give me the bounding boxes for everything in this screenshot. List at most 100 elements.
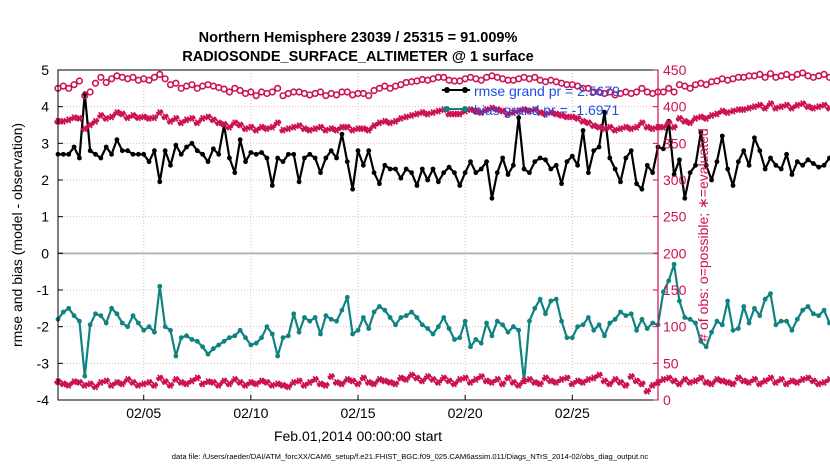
evaluated_bias-point (204, 378, 212, 386)
rmse-point (291, 151, 297, 157)
evaluated-point (568, 113, 576, 121)
evaluated-point (632, 123, 641, 131)
possible-point (686, 84, 694, 92)
evaluated-point (691, 114, 700, 122)
evaluated_bias-point (702, 378, 710, 386)
possible-point (91, 79, 100, 87)
rmse-point (607, 155, 613, 161)
evaluated_bias-point (488, 378, 496, 386)
possible-point (145, 76, 153, 84)
rmse-point (650, 170, 656, 176)
possible-point (107, 75, 116, 83)
bias-point (103, 320, 109, 326)
evaluated_bias-point (649, 381, 657, 389)
x-tick-label: 02/05 (126, 405, 161, 421)
bias-point (253, 340, 259, 346)
bias-point (494, 318, 500, 324)
bias-point (677, 298, 682, 304)
evaluated-point (338, 123, 346, 131)
rmse-point (152, 148, 157, 154)
y-tick-label-right: 450 (663, 62, 687, 78)
possible-point (782, 70, 791, 78)
evaluated_bias-point (477, 372, 485, 381)
evaluated_bias-point (697, 374, 705, 382)
rmse-point (173, 142, 179, 148)
bias-point (403, 313, 409, 319)
evaluated-point (707, 111, 716, 120)
rmse-point (741, 148, 747, 154)
evaluated_bias-point (718, 377, 726, 385)
chart-subtitle: RADIOSONDE_SURFACE_ALTIMETER @ 1 surface (182, 49, 533, 65)
evaluated-point (332, 126, 341, 134)
bias-point (709, 329, 714, 335)
evaluated_bias-point (134, 381, 142, 389)
evaluated-point (241, 125, 250, 133)
rmse-point (602, 109, 607, 115)
bias-point (360, 315, 366, 320)
evaluated_bias-point (681, 375, 689, 384)
series-rmse (55, 91, 830, 201)
evaluated_bias-point (343, 375, 351, 384)
bias-point (189, 337, 195, 342)
rmse-point (784, 151, 789, 157)
rmse-point (125, 148, 131, 154)
y-tick-label-left: -1 (37, 282, 50, 298)
evaluated-point (809, 104, 817, 112)
evaluated_bias-point (600, 377, 609, 385)
evaluated-point (70, 114, 78, 122)
rmse-point (419, 166, 425, 172)
possible-point (799, 69, 807, 77)
evaluated-point (365, 126, 373, 134)
rmse-point (334, 155, 339, 161)
evaluated-point (252, 126, 260, 134)
evaluated_bias-point (91, 383, 100, 391)
evaluated-point (686, 119, 694, 127)
evaluated-point (782, 101, 791, 109)
evaluated_bias-point (107, 381, 116, 389)
possible-point (761, 73, 769, 81)
rmse-point (719, 133, 725, 139)
evaluated_bias-point (397, 374, 405, 382)
y-tick-label-right: 100 (663, 319, 687, 335)
bias-point (237, 327, 243, 333)
rmse-point (210, 146, 216, 152)
rmse-point (484, 159, 489, 165)
evaluated_bias-point (102, 377, 110, 385)
evaluated-point (616, 125, 625, 133)
evaluated_bias-point (257, 377, 266, 385)
evaluated_bias-point (386, 378, 394, 386)
evaluated_bias-point (450, 380, 459, 388)
rmse-point (141, 151, 147, 157)
bias-point (135, 320, 141, 326)
evaluated_bias-point (531, 378, 539, 386)
evaluated-point (150, 114, 159, 122)
evaluated_bias-point (707, 380, 716, 388)
evaluated_bias-point (129, 378, 137, 386)
series-bias (55, 261, 830, 385)
bias-point (612, 316, 618, 322)
evaluated_bias-point (322, 381, 330, 389)
bias-point (425, 326, 431, 331)
evaluated_bias-point (236, 378, 244, 386)
evaluated_bias-point (536, 380, 544, 388)
bias-point (248, 342, 254, 348)
rmse-point (60, 151, 66, 157)
rmse-point (564, 159, 570, 165)
rmse-point (591, 148, 597, 154)
bias-point (500, 322, 506, 328)
evaluated_bias-point (772, 378, 780, 386)
possible-point (129, 73, 137, 81)
bias-point (821, 307, 827, 313)
rmse-point (521, 166, 527, 172)
rmse-point (350, 186, 356, 192)
bias-point (639, 316, 645, 322)
bias-point (660, 289, 666, 295)
x-tick-label: 02/10 (233, 405, 268, 421)
evaluated_bias-point (777, 375, 785, 384)
bias-point (275, 353, 281, 359)
rmse-point (430, 166, 436, 172)
evaluated_bias-point (316, 380, 325, 388)
y-tick-label-right: 300 (663, 172, 687, 188)
bias-point (484, 320, 489, 326)
evaluated-point (316, 123, 325, 131)
